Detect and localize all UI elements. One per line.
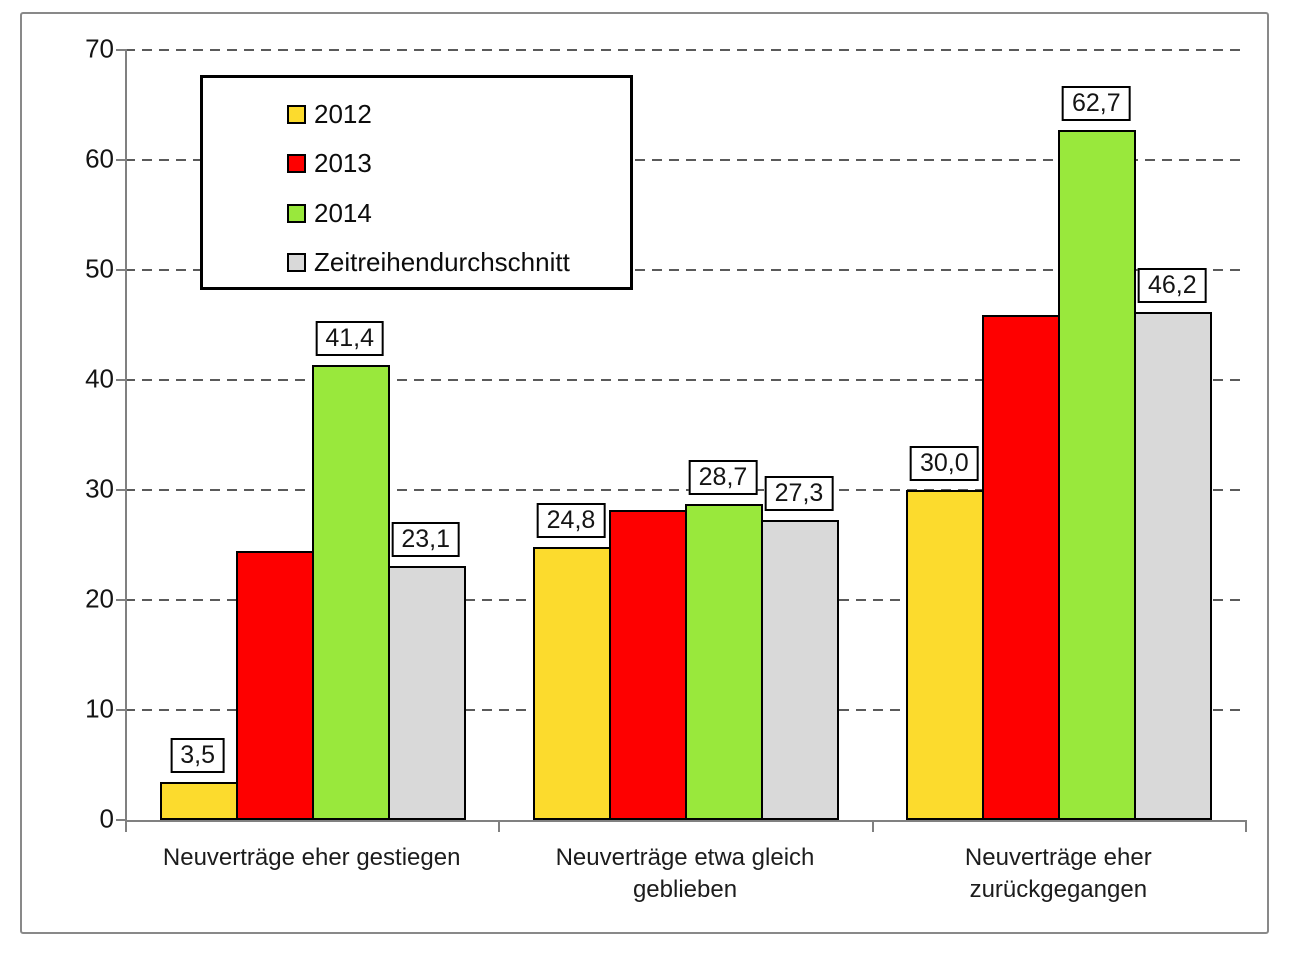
value-label-2012-cat0: 3,5 — [170, 737, 226, 773]
legend-swatch-2014 — [287, 203, 306, 223]
y-tick-70 — [116, 49, 126, 51]
bar-group-1: 24,8 28,7 27,3 — [498, 50, 871, 820]
bar-2012-cat0 — [159, 781, 238, 820]
y-tick-10 — [116, 709, 126, 711]
bar-2013-cat1 — [608, 509, 687, 820]
x-tick-2 — [871, 822, 874, 832]
legend-item-2013: 2013 — [203, 139, 630, 188]
bar-2014-cat1 — [684, 504, 763, 820]
bar-zeitreihendurchschnitt-cat2 — [1134, 311, 1213, 820]
plot-area: 3,5 41,4 23,1 24,8 28,7 27,3 30,0 62,7 46,2 — [125, 49, 1245, 820]
bar-group-2: 30,0 62,7 46,2 — [872, 50, 1245, 820]
value-label-zeitreihendurchschnitt-cat1: 27,3 — [764, 475, 834, 511]
gridline-40 — [125, 379, 1245, 381]
legend-item-zeitreihendurchschnitt: Zeitreihendurchschnitt — [203, 238, 630, 287]
category-label-gleich-geblieben: Neuverträge etwa gleich geblieben — [555, 844, 815, 903]
gridline-50 — [125, 269, 1245, 271]
value-label-2014-cat0: 41,4 — [315, 320, 384, 356]
y-tick-0 — [116, 819, 126, 821]
bar-2013-cat0 — [235, 550, 314, 820]
legend-label-zeitreihendurchschnitt: Zeitreihendurchschnitt — [314, 246, 570, 277]
bar-group-0: 3,5 41,4 23,1 — [125, 50, 498, 820]
y-tick-30 — [116, 489, 126, 491]
y-tick-label-10: 10 — [85, 693, 114, 724]
category-label-gestiegen: Neuverträge eher gestiegen — [162, 844, 461, 871]
y-tick-label-70: 70 — [85, 33, 114, 64]
y-tick-label-0: 0 — [99, 803, 114, 834]
bar-2014-cat2 — [1058, 130, 1137, 820]
value-label-zeitreihendurchschnitt-cat2: 46,2 — [1137, 267, 1207, 303]
y-tick-20 — [116, 599, 126, 601]
legend-label-2013: 2013 — [314, 148, 372, 179]
gridline-30 — [125, 489, 1245, 491]
gridline-70 — [125, 49, 1245, 51]
legend-item-2012: 2012 — [203, 90, 630, 139]
legend-swatch-2013 — [287, 154, 306, 174]
legend-swatch-zeitreihendurchschnitt — [287, 252, 306, 272]
legend-swatch-2012 — [287, 105, 306, 125]
value-label-2014-cat1: 28,7 — [688, 460, 758, 496]
legend-item-2014: 2014 — [203, 189, 630, 238]
y-tick-label-40: 40 — [85, 363, 114, 394]
gridline-60 — [125, 159, 1245, 161]
bar-2012-cat2 — [906, 490, 985, 820]
category-label-zurueckgegangen: Neuverträge eher zurückgegangen — [964, 844, 1152, 903]
y-tick-label-20: 20 — [85, 583, 114, 614]
legend: 2012 2013 2014 Zeitreihendurchschnitt — [200, 75, 633, 290]
y-tick-60 — [116, 159, 126, 161]
bar-2012-cat1 — [532, 547, 611, 820]
y-tick-label-50: 50 — [85, 253, 114, 284]
x-tick-1 — [498, 822, 501, 832]
value-label-2012-cat1: 24,8 — [536, 503, 606, 539]
y-tick-50 — [116, 269, 126, 271]
y-tick-40 — [116, 379, 126, 381]
y-tick-label-60: 60 — [85, 143, 114, 174]
y-tick-label-30: 30 — [85, 473, 114, 504]
x-tick-3 — [1245, 822, 1247, 832]
chart-frame: 3,5 41,4 23,1 24,8 28,7 27,3 30,0 62,7 46,2 0 10 2… — [20, 12, 1269, 934]
y-axis-line — [125, 49, 127, 822]
bar-zeitreihendurchschnitt-cat1 — [760, 519, 839, 820]
bar-zeitreihendurchschnitt-cat0 — [387, 565, 466, 820]
value-label-zeitreihendurchschnitt-cat0: 23,1 — [391, 521, 460, 557]
legend-label-2012: 2012 — [314, 99, 372, 130]
bar-2013-cat2 — [982, 315, 1061, 820]
bar-2014-cat0 — [311, 364, 390, 820]
x-tick-0 — [125, 822, 127, 832]
value-label-2012-cat2: 30,0 — [909, 446, 979, 481]
legend-label-2014: 2014 — [314, 197, 372, 228]
x-axis-line — [125, 820, 1247, 822]
value-label-2014-cat2: 62,7 — [1061, 86, 1131, 122]
